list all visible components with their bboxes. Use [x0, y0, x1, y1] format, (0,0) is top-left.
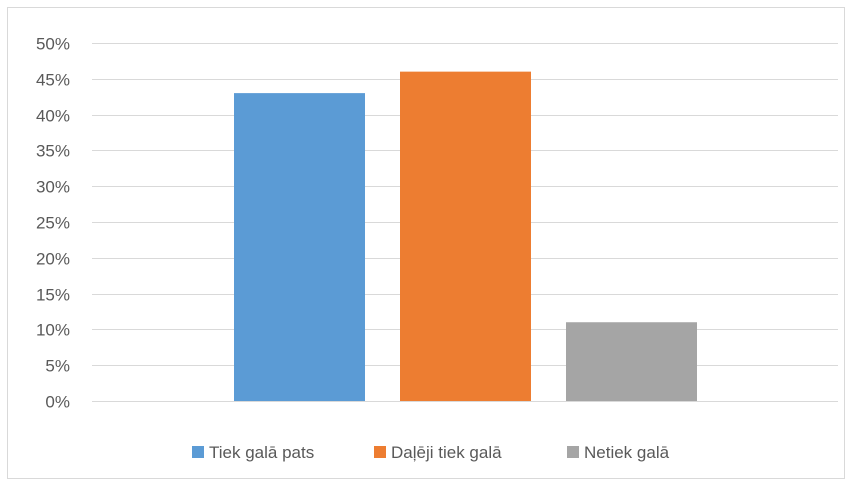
y-tick-label: 5% [45, 357, 70, 376]
y-tick-label: 30% [36, 178, 70, 197]
legend-item: Tiek galā pats [192, 443, 314, 462]
legend-item: Daļēji tiek galā [374, 443, 502, 462]
y-tick-label: 35% [36, 142, 70, 161]
legend-label: Daļēji tiek galā [391, 443, 502, 462]
bar-tiek-gal-pats [234, 93, 365, 402]
y-tick-label: 10% [36, 321, 70, 340]
y-tick-label: 0% [45, 393, 70, 412]
bar-da-ji-tiek-gal- [400, 71, 531, 401]
y-tick-label: 20% [36, 250, 70, 269]
legend-label: Tiek galā pats [209, 443, 314, 462]
y-tick-label: 45% [36, 71, 70, 90]
legend-item: Netiek galā [567, 443, 670, 462]
legend-label: Netiek galā [584, 443, 670, 462]
y-tick-label: 50% [36, 35, 70, 54]
legend-swatch [192, 446, 204, 458]
y-tick-label: 25% [36, 214, 70, 233]
legend: Tiek galā pats Daļēji tiek galā Netiek gal… [192, 443, 670, 462]
legend-swatch [374, 446, 386, 458]
y-tick-label: 40% [36, 107, 70, 126]
y-tick-label: 15% [36, 286, 70, 305]
legend-swatch [567, 446, 579, 458]
bar-netiek-gal- [566, 322, 697, 401]
y-axis-tick-labels: 0% 5% 10% 15% 20% 25% 30% 35% 40% 45% 50% [36, 35, 70, 412]
bars [234, 71, 697, 402]
